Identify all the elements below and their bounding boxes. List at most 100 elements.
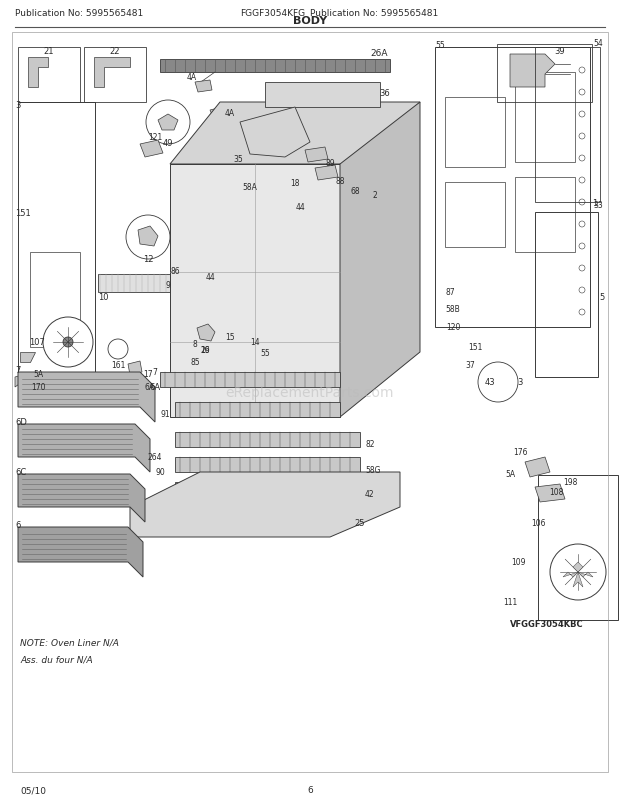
Polygon shape (160, 60, 390, 73)
Text: 7: 7 (153, 368, 157, 377)
Polygon shape (28, 58, 48, 88)
Bar (497, 45, 592, 103)
Text: 111: 111 (503, 597, 517, 607)
Text: Ass. du four N/A: Ass. du four N/A (20, 654, 92, 664)
Polygon shape (138, 227, 158, 247)
Text: 108: 108 (549, 488, 563, 497)
Circle shape (579, 288, 585, 294)
Polygon shape (305, 148, 328, 163)
Text: 85: 85 (190, 358, 200, 367)
Bar (538, 476, 618, 620)
Bar (445, 98, 505, 168)
Polygon shape (573, 562, 583, 573)
Text: 15: 15 (225, 333, 235, 342)
Text: 44: 44 (205, 273, 215, 282)
Text: 7: 7 (15, 366, 20, 375)
Text: 35: 35 (233, 156, 243, 164)
Polygon shape (158, 115, 178, 131)
Polygon shape (175, 432, 360, 448)
Text: 6A: 6A (149, 383, 161, 392)
Text: 55: 55 (435, 40, 445, 50)
Text: 6A: 6A (145, 383, 155, 392)
Text: 9: 9 (166, 280, 171, 290)
Polygon shape (197, 325, 215, 342)
Polygon shape (535, 484, 565, 502)
Text: 91: 91 (161, 410, 170, 419)
Circle shape (579, 265, 585, 272)
Text: 54: 54 (593, 38, 603, 47)
Polygon shape (573, 573, 583, 587)
Text: 121: 121 (148, 132, 162, 141)
Text: 33: 33 (593, 200, 603, 209)
Polygon shape (170, 164, 340, 418)
Text: 2: 2 (373, 190, 378, 199)
Text: 10: 10 (98, 294, 108, 302)
Polygon shape (578, 573, 593, 577)
Text: 22: 22 (110, 47, 120, 55)
Text: 86: 86 (170, 266, 180, 275)
Polygon shape (128, 362, 142, 375)
Text: 198: 198 (563, 478, 577, 487)
Polygon shape (210, 107, 225, 123)
Text: 6: 6 (307, 785, 313, 795)
Text: 151: 151 (15, 209, 31, 217)
Text: 12: 12 (143, 255, 153, 264)
Circle shape (126, 216, 170, 260)
Text: 5: 5 (600, 294, 604, 302)
Polygon shape (15, 375, 25, 387)
Polygon shape (265, 83, 380, 107)
Text: 176: 176 (513, 448, 527, 457)
Text: 6C: 6C (15, 468, 26, 477)
Circle shape (43, 318, 93, 367)
Text: 29: 29 (200, 346, 210, 355)
Bar (84, 48, 146, 103)
Text: 120: 120 (446, 323, 460, 332)
Text: 3: 3 (15, 100, 20, 109)
Polygon shape (175, 403, 340, 418)
Text: 4A: 4A (187, 74, 197, 83)
Text: 37: 37 (465, 361, 475, 370)
Polygon shape (170, 103, 420, 164)
Text: 89: 89 (325, 158, 335, 168)
Text: 161: 161 (111, 361, 125, 370)
Circle shape (550, 545, 606, 600)
Polygon shape (18, 424, 150, 472)
Text: 109: 109 (511, 558, 525, 567)
Text: 58B: 58B (446, 305, 461, 314)
Text: 88: 88 (335, 176, 345, 185)
Bar (18, 48, 80, 103)
Text: 6: 6 (15, 520, 20, 529)
Circle shape (579, 90, 585, 96)
Text: Publication No: 5995565481: Publication No: 5995565481 (15, 9, 143, 18)
Text: 5A: 5A (505, 470, 515, 479)
Polygon shape (178, 404, 332, 415)
Circle shape (579, 221, 585, 228)
Polygon shape (140, 141, 163, 158)
Bar (445, 183, 505, 248)
Polygon shape (98, 274, 170, 293)
Text: 8: 8 (193, 340, 197, 349)
Text: 82: 82 (365, 440, 374, 449)
Text: 36: 36 (379, 88, 391, 97)
Polygon shape (175, 457, 360, 472)
Bar (515, 178, 575, 253)
Text: 264: 264 (148, 453, 162, 462)
Circle shape (187, 314, 223, 350)
Polygon shape (94, 58, 130, 88)
Text: 6D: 6D (15, 418, 27, 427)
Polygon shape (195, 81, 212, 93)
Polygon shape (563, 573, 578, 577)
Polygon shape (18, 475, 145, 522)
Circle shape (579, 178, 585, 184)
Circle shape (579, 134, 585, 140)
Text: 21: 21 (44, 47, 55, 55)
Text: 42: 42 (365, 490, 374, 499)
Circle shape (579, 200, 585, 206)
Polygon shape (130, 472, 400, 537)
Text: 14: 14 (250, 338, 260, 347)
Text: 16: 16 (200, 346, 210, 355)
Text: 05/10: 05/10 (20, 785, 46, 795)
Text: 26A: 26A (370, 48, 388, 58)
Circle shape (579, 310, 585, 316)
Text: 68: 68 (350, 186, 360, 195)
